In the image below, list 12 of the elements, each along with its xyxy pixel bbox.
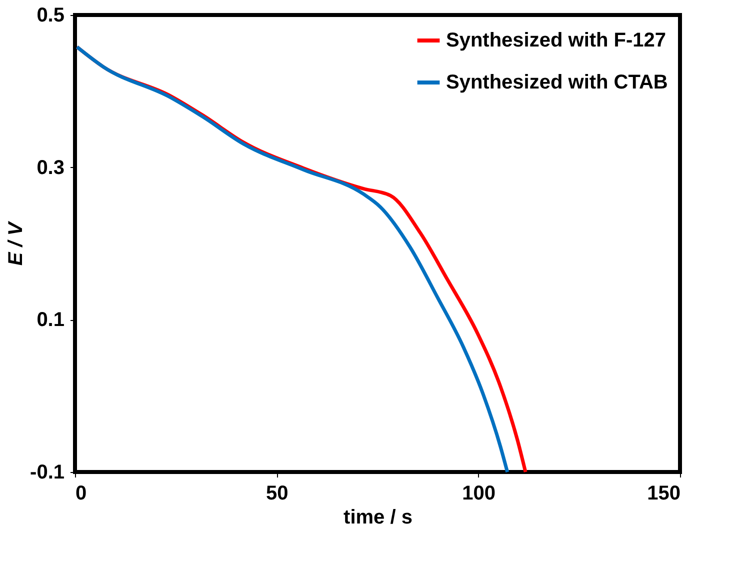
y-axis-title: E / V	[5, 220, 28, 266]
y-tick-label: 0.3	[36, 156, 64, 179]
x-axis-title: time / s	[344, 506, 412, 528]
y-tick-label: 0.1	[36, 309, 64, 332]
y-tick-label: 0.5	[36, 4, 64, 26]
x-tick-label: 0	[76, 482, 87, 504]
x-tick-label: 100	[462, 482, 496, 504]
legend-label: Synthesized with CTAB	[446, 72, 668, 94]
legend-label: Synthesized with F-127	[446, 30, 666, 52]
x-tick-label: 150	[647, 482, 680, 504]
x-tick-label: 50	[266, 482, 288, 504]
y-tick-label: -0.1	[30, 462, 64, 484]
